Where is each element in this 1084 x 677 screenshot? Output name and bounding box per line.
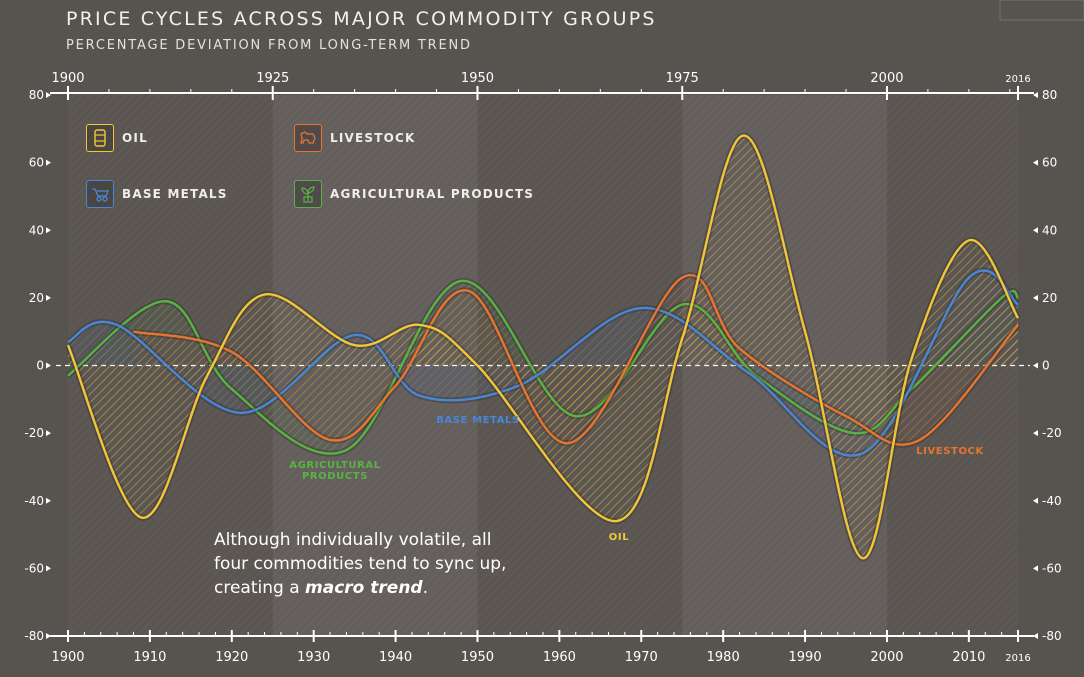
top-axis-label: 1950 [461,71,494,86]
bottom-axis-label: 2010 [952,650,985,665]
bottom-axis-label: 2000 [870,650,903,665]
y-axis-label-left: 20 [29,291,44,305]
curve-label-livestock: LIVESTOCK [916,446,984,457]
y-axis-label-left: 80 [29,88,44,102]
y-axis-tick-left [46,633,51,639]
legend-label-agricultural-products: AGRICULTURAL PRODUCTS [330,187,535,201]
y-axis-tick-left [46,227,51,234]
y-axis-tick-right [1033,362,1038,369]
y-axis-label-right: -60 [1042,561,1062,575]
y-axis-label-right: -20 [1042,426,1062,440]
annotation-line-3-prefix: creating a [214,578,306,598]
y-axis-label-left: -40 [24,494,44,508]
y-axis-label-right: 80 [1042,88,1057,102]
curve-label-oil: OIL [609,532,629,543]
bottom-axis-label: 2016 [1005,653,1030,664]
y-axis-tick-left [46,430,51,437]
bottom-axis-label: 1990 [789,650,822,665]
bottom-axis-label: 1930 [297,650,330,665]
y-axis-tick-left [46,565,51,572]
bottom-axis-label: 1920 [215,650,248,665]
y-axis-label-left: -20 [24,426,44,440]
legend-item-base-metals: BASE METALS [86,180,228,208]
y-axis-tick-right [1033,294,1038,301]
y-axis-label-left: 60 [29,156,44,170]
bottom-axis-label: 1910 [133,650,166,665]
annotation-line-1: Although individually volatile, all [214,530,492,550]
y-axis-label-right: 60 [1042,156,1057,170]
y-axis-tick-left [46,497,51,504]
y-axis-tick-left [46,159,51,166]
chart-subtitle: PERCENTAGE DEVIATION FROM LONG-TERM TREN… [66,38,472,53]
base-metals-line [67,269,1019,457]
y-axis-label-left: -60 [24,561,44,575]
wheelbarrow-icon [86,180,114,208]
livestock-area [133,275,1019,445]
legend-label-livestock: LIVESTOCK [330,131,416,145]
legend-item-agricultural-products: AGRICULTURAL PRODUCTS [294,180,534,208]
y-axis-tick-left [46,92,51,98]
y-axis-tick-right [1033,159,1038,166]
top-axis-label: 1900 [51,71,84,86]
curve-label-agricultural-products: PRODUCTS [302,471,368,482]
livestock-line [133,274,1019,446]
livestock-icon [294,124,322,152]
annotation-line-2: four commodities tend to sync up, [214,554,507,574]
plant-icon [294,180,322,208]
oil-line [66,134,1020,560]
top-axis-label: 2016 [1005,74,1030,85]
corner-ornament [999,0,1084,21]
y-axis-tick-right [1033,565,1038,572]
oil-area [68,135,1018,559]
bottom-axis-label: 1960 [543,650,576,665]
curve-label-base-metals: BASE METALS [436,415,520,426]
y-axis-label-right: -40 [1042,494,1062,508]
bottom-axis-label: 1900 [51,650,84,665]
curve-label-agricultural-products: AGRICULTURAL [289,460,381,471]
bottom-axis-label: 1940 [379,650,412,665]
annotation-line-3-suffix: . [422,578,428,598]
top-axis-label: 1925 [256,71,289,86]
y-axis-tick-left [46,294,51,301]
legend-label-base-metals: BASE METALS [122,187,228,201]
bottom-axis-label: 1970 [625,650,658,665]
y-axis-label-left: 0 [36,359,44,373]
top-axis-label: 2000 [870,71,903,86]
macro-trend-annotation: Although individually volatile, all four… [214,528,534,600]
chart-title: PRICE CYCLES ACROSS MAJOR COMMODITY GROU… [66,8,657,30]
y-axis-label-left: -80 [24,629,44,643]
y-axis-label-left: 40 [29,223,44,237]
agricultural-products-line [67,279,1020,455]
annotation-line-3: creating a macro trend. [214,576,534,600]
annotation-emphasis: macro trend [305,578,423,598]
legend-item-oil: OIL [86,124,148,152]
y-axis-tick-right [1033,92,1038,98]
top-axis-label: 1975 [666,71,699,86]
y-axis-tick-right [1033,430,1038,437]
bottom-axis-label: 1950 [461,650,494,665]
y-axis-label-right: 20 [1042,291,1057,305]
y-axis-tick-right [1033,227,1038,234]
oil-barrel-icon [86,124,114,152]
y-axis-tick-right [1033,633,1038,639]
legend-label-oil: OIL [122,131,148,145]
y-axis-label-right: -80 [1042,629,1062,643]
legend-item-livestock: LIVESTOCK [294,124,416,152]
y-axis-label-right: 0 [1042,359,1050,373]
y-axis-tick-left [46,362,51,369]
bottom-axis-label: 1980 [707,650,740,665]
y-axis-label-right: 40 [1042,223,1057,237]
y-axis-tick-right [1033,497,1038,504]
